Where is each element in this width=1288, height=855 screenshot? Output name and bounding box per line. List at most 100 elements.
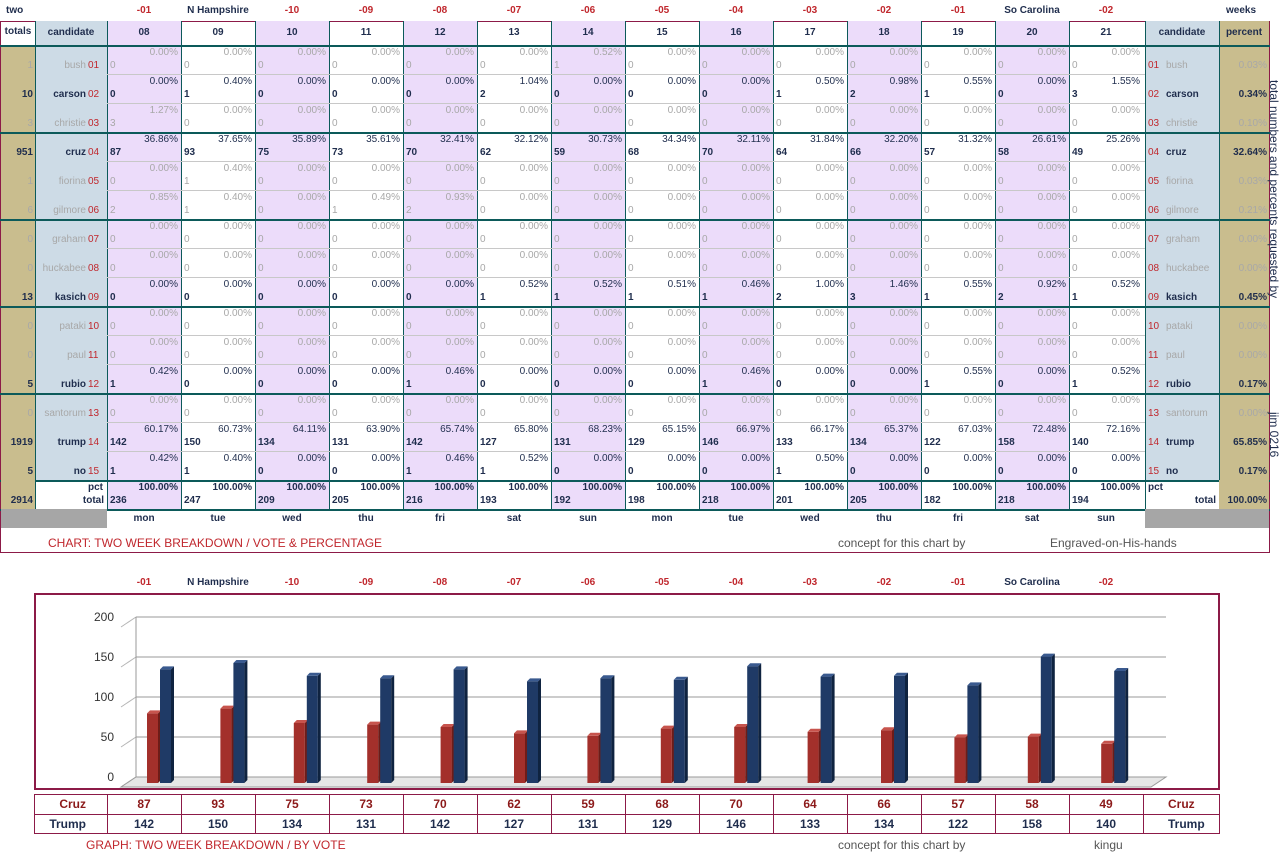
vote-percent: 0.00% — [963, 221, 992, 232]
vote-count: 0 — [776, 379, 782, 390]
vote-count: 0 — [332, 234, 338, 245]
vote-count: 0 — [924, 60, 930, 71]
vote-percent: 72.48% — [1032, 424, 1066, 435]
day-column-bg — [551, 21, 625, 509]
series-value: 131 — [577, 817, 599, 831]
vote-count: 0 — [554, 89, 560, 100]
vote-percent: 0.00% — [445, 337, 474, 348]
vote-count: 1 — [480, 466, 486, 477]
candidate-total: 0 — [27, 408, 33, 419]
vote-count: 0 — [258, 234, 264, 245]
vote-count: 150 — [184, 437, 201, 448]
series-value: 133 — [799, 817, 821, 831]
vote-count: 0 — [258, 350, 264, 361]
day-number: 21 — [1100, 27, 1112, 38]
vote-count: 0 — [258, 89, 264, 100]
grid-vline — [403, 21, 404, 509]
vote-percent: 0.00% — [297, 47, 326, 58]
vote-count: 0 — [628, 60, 634, 71]
day-total-percent: 100.00% — [360, 482, 400, 493]
vote-percent: 0.00% — [371, 163, 400, 174]
series-value: 73 — [359, 797, 373, 811]
candidate-number-right: 05 — [1148, 176, 1160, 187]
vote-count: 0 — [258, 466, 264, 477]
bar-top-cruz — [293, 720, 308, 723]
vote-percent: 0.00% — [1111, 163, 1140, 174]
bar-side-trump — [1051, 653, 1055, 783]
vote-percent: 0.00% — [593, 250, 622, 261]
day-column-bg — [403, 21, 477, 509]
grid-hline-group — [0, 306, 1270, 308]
vote-percent: 0.00% — [1037, 250, 1066, 261]
vote-count: 0 — [924, 466, 930, 477]
candidate-number-right: 07 — [1148, 234, 1160, 245]
vote-count: 58 — [998, 147, 1010, 158]
bar-trump — [453, 669, 465, 783]
day-total-percent: 100.00% — [212, 482, 252, 493]
vote-percent: 0.00% — [889, 250, 918, 261]
bar-trump — [600, 678, 612, 783]
candidate-number-right: 14 — [1148, 437, 1160, 448]
candidate-number: 13 — [88, 408, 100, 419]
vote-percent: 0.00% — [963, 105, 992, 116]
vote-percent: 0.52% — [1111, 366, 1140, 377]
vote-count: 0 — [776, 176, 782, 187]
bar-top-trump — [894, 672, 908, 676]
vote-count: 146 — [702, 437, 719, 448]
vote-count: 134 — [850, 437, 867, 448]
vote-count: 1 — [924, 292, 930, 303]
series-value: 131 — [355, 817, 377, 831]
candidate-percent: 0.17% — [1238, 466, 1267, 477]
graph-category-label: -07 — [506, 577, 522, 588]
gridline-slant — [120, 696, 137, 708]
vote-count: 0 — [998, 176, 1004, 187]
vote-percent: 0.00% — [667, 105, 696, 116]
vote-percent: 0.00% — [593, 366, 622, 377]
day-column-bg — [847, 21, 921, 509]
graph-category-label: So Carolina — [1004, 577, 1060, 588]
candidate-total: 10 — [21, 89, 33, 100]
bar-cruz — [367, 724, 379, 783]
vote-count: 131 — [554, 437, 571, 448]
vote-count: 0 — [406, 89, 412, 100]
vote-count: 0 — [924, 176, 930, 187]
bar-top-cruz — [734, 724, 749, 727]
candidate-percent: 0.45% — [1238, 292, 1267, 303]
vote-count: 0 — [628, 176, 634, 187]
vote-count: 0 — [998, 234, 1004, 245]
graph-category-label: -05 — [654, 577, 670, 588]
grid-hline-thin — [107, 422, 1145, 423]
vote-percent: 0.00% — [297, 308, 326, 319]
vote-count: 0 — [406, 60, 412, 71]
vote-percent: 32.11% — [736, 134, 770, 145]
vote-count: 0 — [258, 321, 264, 332]
series-value: 68 — [655, 797, 669, 811]
vote-count: 0 — [628, 263, 634, 274]
graph-category-label: -03 — [802, 577, 818, 588]
vote-count: 1 — [924, 89, 930, 100]
vote-percent: 0.00% — [963, 395, 992, 406]
series-name-right: Cruz — [1168, 797, 1195, 811]
vote-percent: 0.00% — [519, 47, 548, 58]
vote-percent: 0.00% — [963, 337, 992, 348]
totals-label: total — [82, 495, 104, 506]
vote-percent: 0.51% — [667, 279, 696, 290]
vote-count: 0 — [1072, 118, 1078, 129]
series-value: 142 — [429, 817, 451, 831]
vote-count: 0 — [110, 321, 116, 332]
candidate-column-bg — [35, 45, 107, 480]
bar-cruz — [881, 730, 892, 783]
bar-top-cruz — [807, 728, 822, 732]
vote-count: 1 — [776, 466, 782, 477]
candidate-percent: 0.03% — [1238, 60, 1267, 71]
vote-count: 70 — [406, 147, 418, 158]
vote-percent: 0.00% — [297, 250, 326, 261]
gridline-slant — [120, 616, 137, 628]
vote-count: 0 — [554, 466, 560, 477]
table-credit: Engraved-on-His-hands — [1050, 536, 1177, 550]
graph-category-label: N Hampshire — [187, 577, 249, 588]
candidate-number: 09 — [88, 292, 100, 303]
vote-percent: 0.00% — [889, 337, 918, 348]
vote-count: 0 — [184, 408, 190, 419]
vote-percent: 0.00% — [667, 47, 696, 58]
